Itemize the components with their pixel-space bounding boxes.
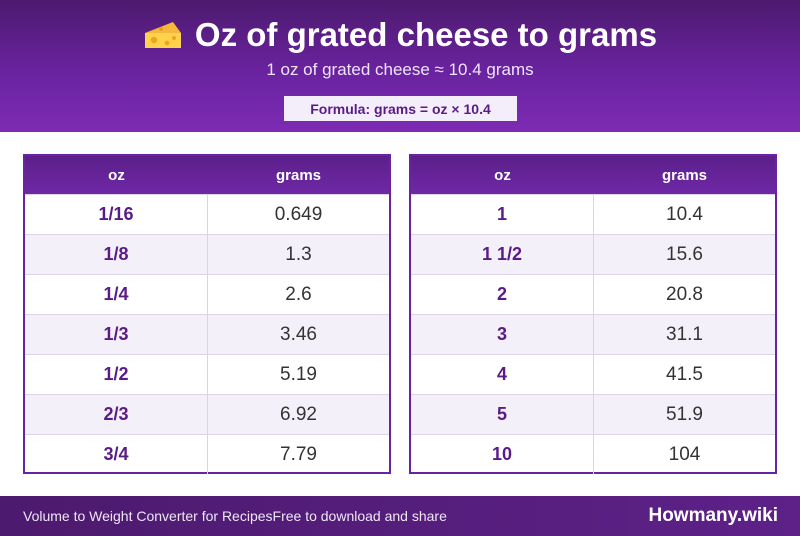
oz-cell: 3	[411, 315, 594, 354]
cheese-icon	[143, 19, 183, 51]
footer-tagline: Volume to Weight Converter for RecipesFr…	[23, 508, 447, 524]
oz-cell: 1/16	[25, 195, 208, 234]
table-body: 1 10.4 1 1/2 15.6 2 20.8 3 31.1 4 41.5 5 51.9 …	[411, 194, 775, 474]
conversion-table-left: oz grams 1/16 0.649 1/8 1.3 1/4 2.6 1/3 3.46…	[23, 154, 391, 474]
oz-cell: 5	[411, 395, 594, 434]
oz-cell: 1/2	[25, 355, 208, 394]
table-row: 4 41.5	[411, 354, 775, 394]
column-header-oz: oz	[494, 166, 511, 184]
table-row: 1/4 2.6	[25, 274, 389, 314]
table-row: 3/4 7.79	[25, 434, 389, 474]
header-banner: Oz of grated cheese to grams 1 oz of gra…	[0, 0, 800, 132]
grams-cell: 6.92	[280, 403, 317, 425]
table-header: oz grams	[411, 156, 775, 194]
oz-cell: 1	[411, 195, 594, 234]
oz-cell: 2/3	[25, 395, 208, 434]
conversion-table-right: oz grams 1 10.4 1 1/2 15.6 2 20.8 3 31.1 4 41…	[409, 154, 777, 474]
oz-cell: 1/3	[25, 315, 208, 354]
column-header-oz: oz	[108, 166, 125, 184]
grams-cell: 104	[668, 443, 701, 465]
table-row: 2 20.8	[411, 274, 775, 314]
footer-brand-link[interactable]: Howmany.wiki	[648, 505, 778, 526]
table-row: 5 51.9	[411, 394, 775, 434]
table-row: 1 10.4	[411, 194, 775, 234]
table-row: 1/16 0.649	[25, 194, 389, 234]
footer-bar: Volume to Weight Converter for RecipesFr…	[0, 496, 800, 536]
grams-cell: 10.4	[666, 203, 703, 225]
table-row: 1/2 5.19	[25, 354, 389, 394]
grams-cell: 1.3	[285, 243, 312, 265]
oz-cell: 1/4	[25, 275, 208, 314]
oz-cell: 3/4	[25, 435, 208, 474]
grams-cell: 5.19	[280, 363, 317, 385]
grams-cell: 0.649	[274, 203, 323, 225]
grams-cell: 15.6	[666, 243, 703, 265]
oz-cell: 10	[411, 435, 594, 474]
page-title: Oz of grated cheese to grams	[194, 16, 658, 53]
table-row: 10 104	[411, 434, 775, 474]
table-row: 3 31.1	[411, 314, 775, 354]
table-row: 1/8 1.3	[25, 234, 389, 274]
column-header-grams: grams	[275, 166, 322, 184]
table-header: oz grams	[25, 156, 389, 194]
grams-cell: 41.5	[666, 363, 703, 385]
grams-cell: 2.6	[285, 283, 312, 305]
grams-cell: 51.9	[666, 403, 703, 425]
page-subtitle: 1 oz of grated cheese ≈ 10.4 grams	[266, 60, 534, 79]
oz-cell: 2	[411, 275, 594, 314]
formula-badge: Formula: grams = oz × 10.4	[284, 96, 517, 121]
table-row: 1 1/2 15.6	[411, 234, 775, 274]
table-row: 1/3 3.46	[25, 314, 389, 354]
column-header-grams: grams	[661, 166, 708, 184]
grams-cell: 3.46	[280, 323, 317, 345]
table-body: 1/16 0.649 1/8 1.3 1/4 2.6 1/3 3.46 1/2 5.19 …	[25, 194, 389, 474]
grams-cell: 31.1	[666, 323, 703, 345]
grams-cell: 20.8	[666, 283, 703, 305]
oz-cell: 1/8	[25, 235, 208, 274]
title-row: Oz of grated cheese to grams	[0, 14, 800, 56]
grams-cell: 7.79	[280, 443, 317, 465]
oz-cell: 1 1/2	[411, 235, 594, 274]
oz-cell: 4	[411, 355, 594, 394]
table-row: 2/3 6.92	[25, 394, 389, 434]
